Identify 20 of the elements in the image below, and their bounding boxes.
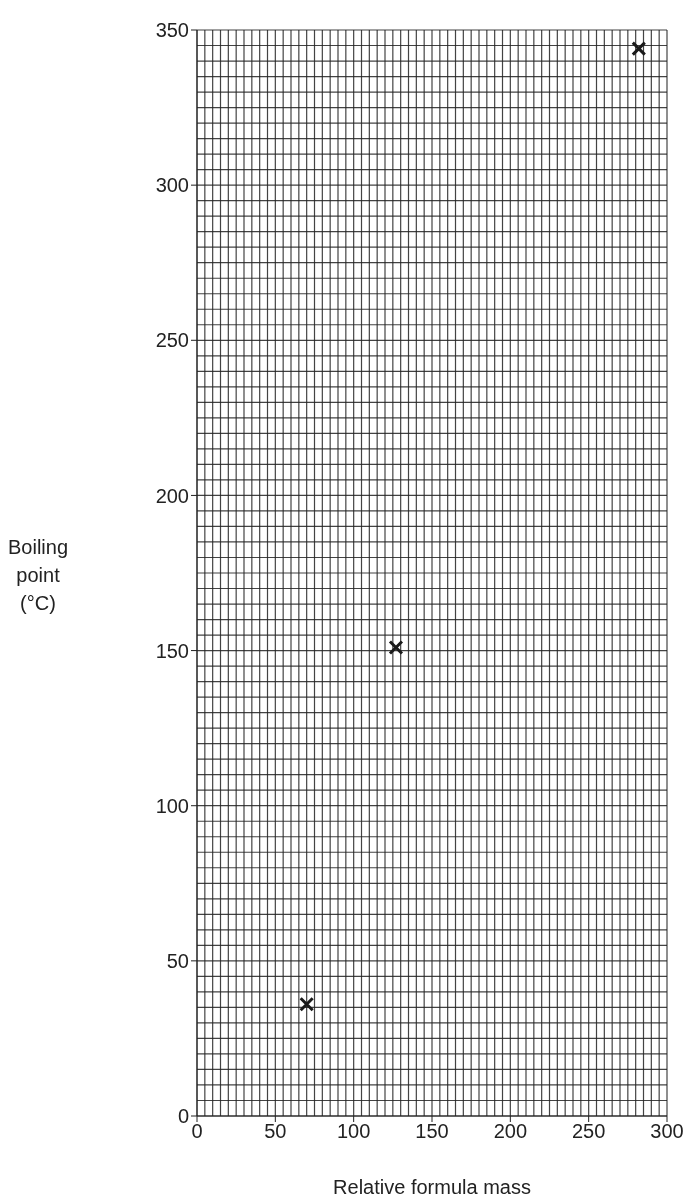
point (388, 639, 404, 655)
point (631, 41, 647, 57)
y-tick-label: 50 (166, 949, 189, 972)
x-tick-label: 0 (191, 1120, 203, 1143)
x-tick-label: 150 (415, 1120, 449, 1143)
y-tick-label: 350 (155, 19, 189, 42)
x-tick-label: 50 (264, 1120, 287, 1143)
x-tick-label: 250 (571, 1120, 606, 1143)
x-tick-label: 300 (650, 1120, 684, 1143)
x-axis-title: Relative formula mass (333, 1176, 531, 1198)
x-tick-label: 100 (336, 1120, 371, 1143)
y-tick-label: 250 (155, 329, 189, 352)
y-tick-label: 0 (177, 1105, 189, 1128)
y-axis-title: Boiling point (°C) (8, 535, 69, 616)
y-tick-label: 200 (155, 484, 189, 507)
point (299, 996, 315, 1012)
y-tick-label: 300 (155, 174, 189, 197)
x-tick-label: 200 (493, 1120, 528, 1143)
y-tick-label: 100 (155, 794, 189, 817)
y-tick-label: 150 (155, 639, 189, 662)
